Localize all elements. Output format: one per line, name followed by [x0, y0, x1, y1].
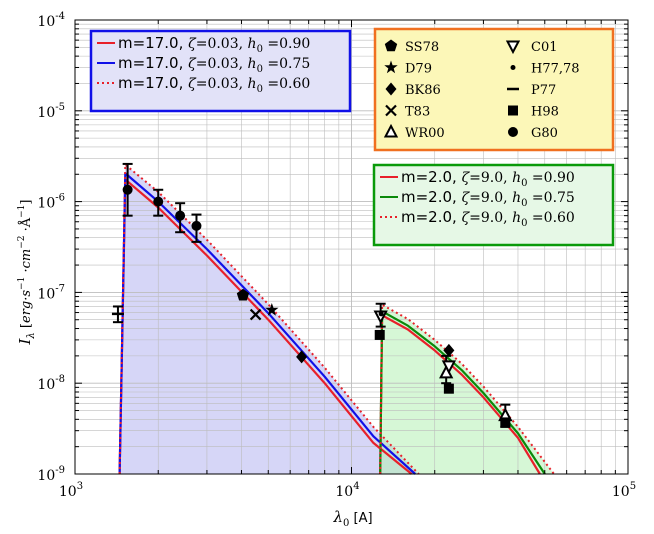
legend-markers: SS78 D79 BK86 T83 WR00 C01 H77,78 P77 H98 G80: [373, 27, 615, 152]
marker-g80: [122, 184, 133, 195]
legend-marker-label: G80: [531, 126, 558, 141]
marker-bk86: [296, 350, 308, 364]
y-axis-label: Iλ [erg·s−1 ·cm−2 ·Å−1]: [16, 200, 37, 346]
series-line: [118, 163, 420, 475]
legend-entry-label: m=17.0, ζ=0.03, h0 =0.75: [118, 54, 310, 75]
legend-marker-label: H77,78: [531, 62, 580, 77]
observation-markers: [111, 184, 513, 428]
y-tick-label: 10-8: [37, 374, 65, 393]
x-tick-label: 104: [335, 481, 359, 500]
marker-h98: [500, 417, 511, 428]
legend-marker-label: P77: [531, 83, 556, 98]
legend-marker: [508, 105, 518, 116]
legend-box: [373, 27, 615, 152]
marker-ss78: [236, 288, 250, 301]
marker-d79: [265, 303, 279, 316]
marker-t83: [249, 308, 262, 321]
legend-marker: [383, 123, 399, 138]
legend-marker: [384, 39, 398, 52]
legend-marker-label: WR00: [405, 126, 445, 141]
legend-marker-label: T83: [405, 105, 430, 120]
axis-tick-labels: 103 104 105 10-9 10-8 10-7 10-6 10-5 10-4: [37, 11, 636, 500]
y-tick-label: 10-7: [37, 283, 65, 302]
legend-entry-label: m=17.0, ζ=0.03, h0 =0.90: [118, 34, 310, 55]
legend-marker-label: SS78: [405, 40, 439, 55]
legend-box: [89, 29, 352, 113]
y-tick-label: 10-6: [37, 193, 65, 212]
marker-g80: [191, 220, 202, 231]
x-tick-label: 105: [612, 481, 636, 500]
legend-marker-label: BK86: [405, 83, 441, 98]
legend-right: m=2.0, ζ=9.0, h0 =0.90m=2.0, ζ=9.0, h0 =…: [372, 163, 615, 247]
series-line: [118, 178, 413, 475]
legend-marker: [508, 127, 518, 137]
y-tick-label: 10-4: [37, 11, 65, 30]
y-tick-label: 10-5: [37, 102, 65, 121]
marker-g80: [175, 210, 186, 221]
legend-top-left: m=17.0, ζ=0.03, h0 =0.90m=17.0, ζ=0.03, …: [89, 29, 352, 113]
series-line: [379, 310, 546, 475]
marker-h77-78: [378, 311, 384, 317]
marker-bk86: [443, 343, 455, 357]
legend-entry-label: m=2.0, ζ=9.0, h0 =0.90: [401, 168, 575, 189]
marker-c01: [441, 360, 457, 375]
legend-marker: [505, 40, 521, 55]
legend-marker-label: C01: [531, 40, 558, 55]
legend-box: [372, 163, 615, 247]
fill-region-B: [380, 304, 555, 474]
legend-marker: [510, 65, 516, 70]
legend-marker-label: D79: [405, 62, 432, 77]
legend-marker: [385, 104, 397, 117]
legend-entry-label: m=2.0, ζ=9.0, h0 =0.60: [401, 208, 575, 229]
x-tick-label: 103: [59, 481, 83, 500]
marker-h98: [374, 329, 385, 340]
x-axis-label: λ0 [A]: [332, 508, 372, 529]
marker-g80: [153, 196, 164, 207]
legend-marker: [385, 82, 397, 96]
legend-entry-label: m=17.0, ζ=0.03, h0 =0.60: [118, 74, 310, 95]
legend-marker: [384, 60, 398, 74]
y-tick-label: 10-9: [37, 465, 65, 484]
legend-entry-label: m=2.0, ζ=9.0, h0 =0.75: [401, 188, 575, 209]
marker-h98: [443, 383, 454, 394]
axis-ticks: [74, 19, 629, 475]
series-line: [118, 172, 416, 475]
legend-marker-label: H98: [531, 105, 559, 120]
